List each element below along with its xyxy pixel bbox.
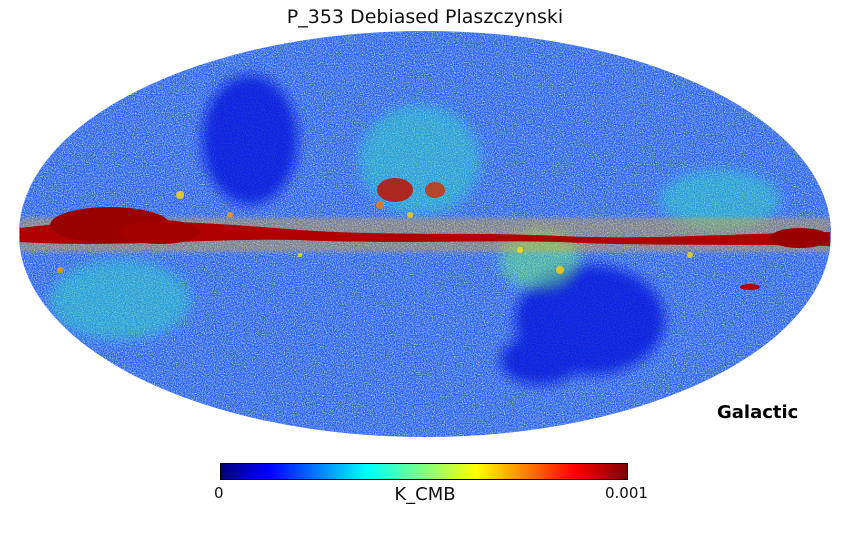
coordinate-frame-label: Galactic bbox=[717, 402, 799, 423]
colorbar-unit-label: K_CMB bbox=[394, 484, 456, 505]
colorbar bbox=[220, 463, 628, 480]
colorbar-max-label: 0.001 bbox=[605, 484, 648, 502]
galactic-plane-band bbox=[20, 178, 830, 290]
map-title: P_353 Debiased Plaszczynski bbox=[286, 6, 564, 28]
colorbar-min-label: 0 bbox=[214, 484, 224, 502]
